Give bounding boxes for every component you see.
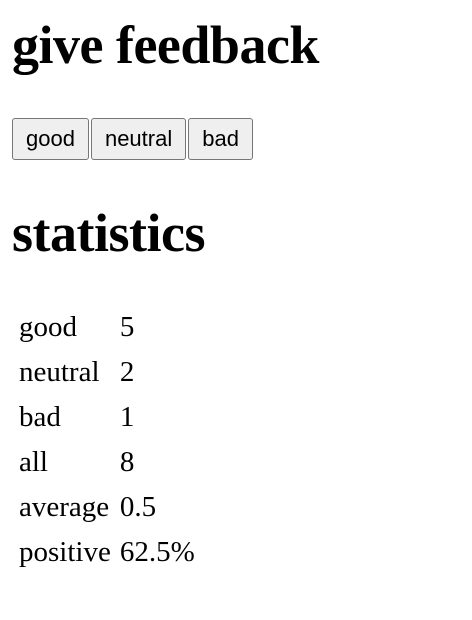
stat-value: 62.5% xyxy=(119,536,195,568)
stat-value: 2 xyxy=(119,356,135,388)
stat-label: positive xyxy=(19,536,111,568)
stat-label: all xyxy=(19,446,48,478)
stat-label: good xyxy=(19,311,77,343)
stat-label: bad xyxy=(19,401,61,433)
bad-button[interactable]: bad xyxy=(188,118,253,160)
stat-value: 1 xyxy=(119,401,135,433)
neutral-button[interactable]: neutral xyxy=(90,118,187,160)
stat-label: neutral xyxy=(19,356,100,388)
statistics-row-positive: positive 62.5% xyxy=(18,531,196,574)
good-button[interactable]: good xyxy=(12,118,89,160)
feedback-heading: give feedback xyxy=(12,15,319,75)
stat-value: 8 xyxy=(119,446,135,478)
statistics-row-all: all 8 xyxy=(18,441,196,484)
statistics-row-average: average 0.5 xyxy=(18,486,196,529)
stat-value: 0.5 xyxy=(119,491,157,523)
statistics-table: good 5 neutral 2 bad 1 all 8 average 0.5… xyxy=(16,304,198,576)
statistics-row-neutral: neutral 2 xyxy=(18,351,196,394)
statistics-row-good: good 5 xyxy=(18,306,196,349)
statistics-heading: statistics xyxy=(12,203,205,263)
stat-value: 5 xyxy=(119,311,135,343)
feedback-buttons: good neutral bad xyxy=(12,118,460,160)
statistics-row-bad: bad 1 xyxy=(18,396,196,439)
stat-label: average xyxy=(19,491,110,523)
